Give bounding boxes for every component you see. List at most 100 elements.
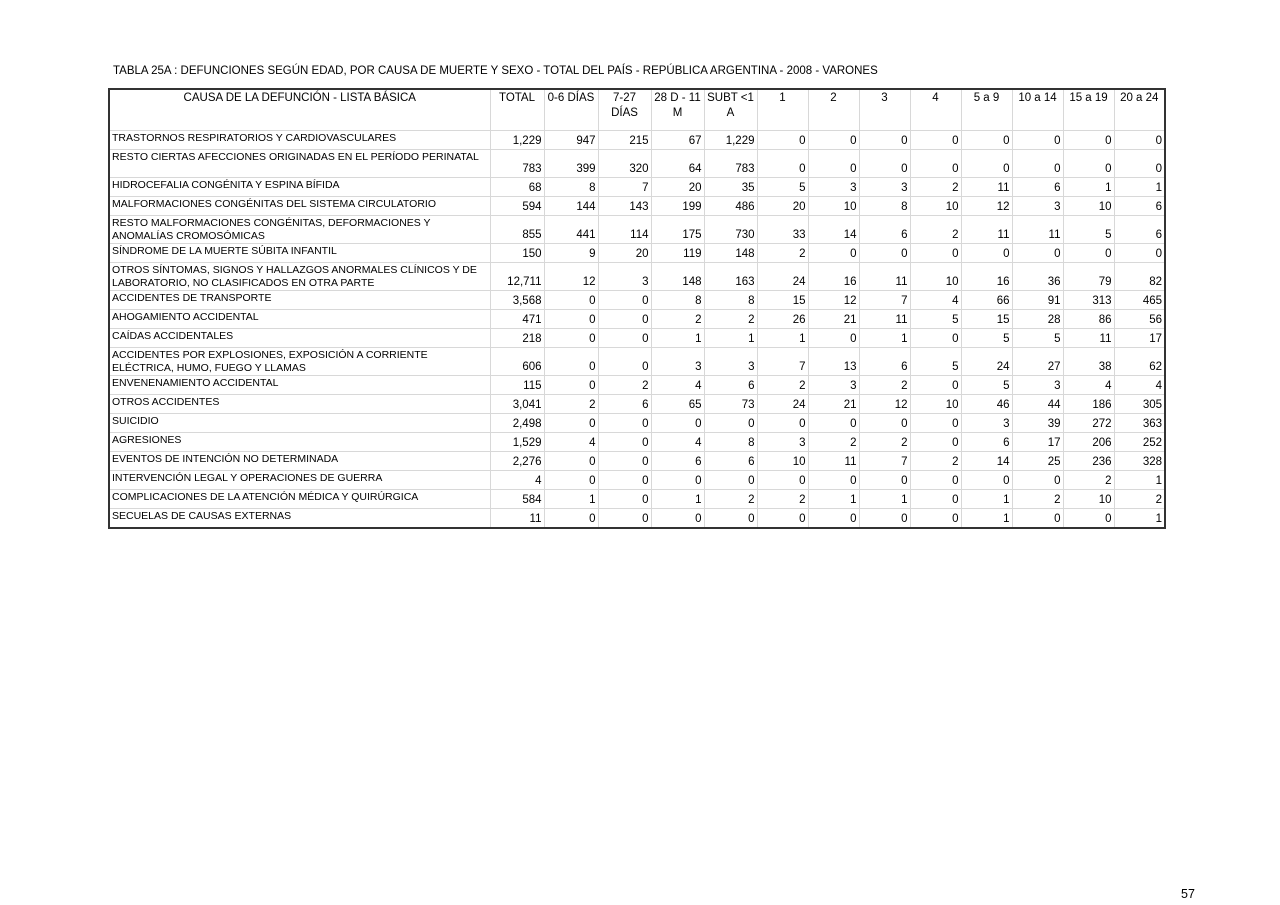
column-header: 10 a 14 <box>1011 88 1064 131</box>
value-cell: 148 <box>650 262 705 291</box>
value-cell: 1,529 <box>489 432 545 452</box>
value-cell: 0 <box>909 130 962 150</box>
value-cell: 3 <box>858 177 911 197</box>
value-cell: 0 <box>543 451 599 471</box>
value-cell: 1 <box>1113 508 1166 529</box>
table-row: HIDROCEFALIA CONGÉNITA Y ESPINA BÍFIDA 68… <box>108 177 1166 197</box>
value-cell: 0 <box>543 347 599 376</box>
cause-cell: SUICIDIO <box>108 413 491 433</box>
value-cell: 12 <box>858 394 911 414</box>
value-cell: 21 <box>807 394 860 414</box>
value-cell: 0 <box>597 309 652 329</box>
column-header: TOTAL <box>489 88 545 131</box>
value-cell: 17 <box>1113 328 1166 348</box>
value-cell: 947 <box>543 130 599 150</box>
cause-cell: HIDROCEFALIA CONGÉNITA Y ESPINA BÍFIDA <box>108 177 491 197</box>
value-cell: 0 <box>1113 149 1166 178</box>
value-cell: 33 <box>756 215 809 244</box>
value-cell: 199 <box>650 196 705 216</box>
value-cell: 24 <box>756 262 809 291</box>
value-cell: 56 <box>1113 309 1166 329</box>
value-cell: 594 <box>489 196 545 216</box>
value-cell: 3,041 <box>489 394 545 414</box>
table-row: SÍNDROME DE LA MUERTE SÚBITA INFANTIL 150… <box>108 243 1166 263</box>
value-cell: 14 <box>960 451 1013 471</box>
value-cell: 0 <box>858 470 911 490</box>
value-cell: 5 <box>909 309 962 329</box>
value-cell: 0 <box>597 451 652 471</box>
table-row: OTROS ACCIDENTES 3,041 2 6 65 73 24 21 12 10 46 44 1… <box>108 394 1166 414</box>
value-cell: 3 <box>807 375 860 395</box>
table-row: EVENTOS DE INTENCIÓN NO DETERMINADA 2,276… <box>108 451 1166 471</box>
value-cell: 2 <box>650 309 705 329</box>
value-cell: 10 <box>909 196 962 216</box>
value-cell: 3 <box>1011 375 1064 395</box>
column-header: 7-27 DÍAS <box>597 88 652 131</box>
value-cell: 186 <box>1062 394 1115 414</box>
value-cell: 0 <box>1062 508 1115 529</box>
value-cell: 2 <box>909 451 962 471</box>
table-row: RESTO MALFORMACIONES CONGÉNITAS, DEFORMA… <box>108 215 1166 244</box>
value-cell: 6 <box>703 451 758 471</box>
value-cell: 11 <box>489 508 545 529</box>
column-header: 3 <box>858 88 911 131</box>
value-cell: 65 <box>650 394 705 414</box>
value-cell: 2,498 <box>489 413 545 433</box>
value-cell: 24 <box>960 347 1013 376</box>
value-cell: 163 <box>703 262 758 291</box>
value-cell: 0 <box>756 508 809 529</box>
cause-cell: ACCIDENTES DE TRANSPORTE <box>108 290 491 310</box>
value-cell: 3 <box>597 262 652 291</box>
value-cell: 6 <box>1113 215 1166 244</box>
cause-cell: SÍNDROME DE LA MUERTE SÚBITA INFANTIL <box>108 243 491 263</box>
value-cell: 0 <box>703 508 758 529</box>
value-cell: 3 <box>650 347 705 376</box>
value-cell: 3 <box>960 413 1013 433</box>
value-cell: 9 <box>543 243 599 263</box>
header-row: CAUSA DE LA DEFUNCIÓN - LISTA BÁSICA TOTA… <box>108 88 1166 131</box>
value-cell: 0 <box>807 508 860 529</box>
value-cell: 584 <box>489 489 545 509</box>
value-cell: 82 <box>1113 262 1166 291</box>
value-cell: 1 <box>1062 177 1115 197</box>
value-cell: 20 <box>597 243 652 263</box>
value-cell: 11 <box>960 177 1013 197</box>
value-cell: 2 <box>756 489 809 509</box>
value-cell: 1 <box>543 489 599 509</box>
value-cell: 465 <box>1113 290 1166 310</box>
value-cell: 0 <box>858 149 911 178</box>
value-cell: 0 <box>807 243 860 263</box>
value-cell: 8 <box>703 290 758 310</box>
table-row: ACCIDENTES DE TRANSPORTE 3,568 0 0 8 8 15 12 7 4 6… <box>108 290 1166 310</box>
value-cell: 0 <box>543 375 599 395</box>
value-cell: 35 <box>703 177 758 197</box>
value-cell: 2 <box>1011 489 1064 509</box>
value-cell: 4 <box>1062 375 1115 395</box>
value-cell: 25 <box>1011 451 1064 471</box>
value-cell: 5 <box>756 177 809 197</box>
value-cell: 8 <box>703 432 758 452</box>
cause-cell: RESTO CIERTAS AFECCIONES ORIGINADAS EN E… <box>108 149 491 178</box>
value-cell: 215 <box>597 130 652 150</box>
column-header: 15 a 19 <box>1062 88 1115 131</box>
value-cell: 2 <box>597 375 652 395</box>
value-cell: 11 <box>807 451 860 471</box>
value-cell: 15 <box>960 309 1013 329</box>
value-cell: 0 <box>807 413 860 433</box>
value-cell: 0 <box>1113 243 1166 263</box>
value-cell: 0 <box>858 243 911 263</box>
value-cell: 486 <box>703 196 758 216</box>
value-cell: 73 <box>703 394 758 414</box>
value-cell: 150 <box>489 243 545 263</box>
value-cell: 10 <box>1062 196 1115 216</box>
value-cell: 15 <box>756 290 809 310</box>
value-cell: 2 <box>909 177 962 197</box>
value-cell: 143 <box>597 196 652 216</box>
value-cell: 68 <box>489 177 545 197</box>
value-cell: 1 <box>1113 470 1166 490</box>
value-cell: 1 <box>756 328 809 348</box>
cause-cell: EVENTOS DE INTENCIÓN NO DETERMINADA <box>108 451 491 471</box>
cause-cell: CAÍDAS ACCIDENTALES <box>108 328 491 348</box>
value-cell: 10 <box>756 451 809 471</box>
value-cell: 0 <box>960 130 1013 150</box>
